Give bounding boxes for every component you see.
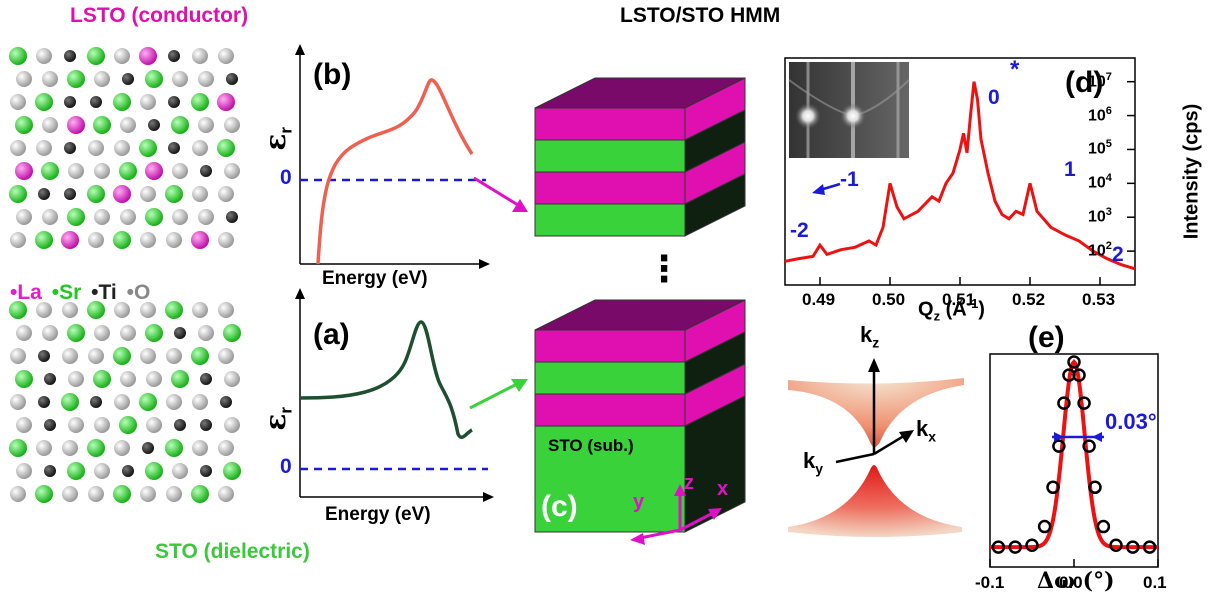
- rocking-data-point: [1096, 519, 1111, 534]
- panel-d-xlabel: Qz (Å-1): [918, 296, 985, 324]
- rocking-data-point: [1008, 540, 1022, 554]
- d-xtick-label: 0.52: [1012, 290, 1046, 309]
- rocking-data-point: [1072, 368, 1086, 382]
- upper-sheet: [788, 378, 964, 447]
- arrow-a-to-stack: [469, 379, 528, 410]
- hmm-stack-top: [534, 77, 746, 237]
- rocking-data-point: [1067, 355, 1081, 369]
- xyz-axes: [630, 484, 722, 545]
- rocking-data-point: [1088, 480, 1102, 495]
- panel-a-ylabel: εr: [259, 406, 296, 431]
- d-ytick-label: 102: [1088, 240, 1112, 260]
- e-xtick-label: -0.1: [975, 573, 1005, 592]
- panel-c-label: (c): [541, 490, 578, 523]
- peak-label-2: 2: [1112, 243, 1124, 266]
- sr-legend-dot: •: [51, 281, 60, 304]
- d-ytick-label: 107: [1088, 70, 1112, 90]
- panel-b-curve: [316, 78, 474, 265]
- panel-e-frame: [989, 353, 1159, 568]
- fwhm-label: 0.03°: [1105, 409, 1157, 434]
- peak-label-1: 1: [1064, 158, 1076, 181]
- sto-crystal-structure: [9, 301, 241, 503]
- panel-a-curve: [299, 320, 473, 439]
- panel-a-label: (a): [313, 318, 350, 351]
- iso-frequency-surface: [788, 358, 964, 537]
- panel-a-xlabel: Energy (eV): [325, 504, 431, 525]
- peak-label-star: *: [1010, 56, 1020, 83]
- substrate-label: STO (sub.): [548, 436, 634, 455]
- rocking-data-point: [1077, 396, 1091, 410]
- d-ytick-label: 103: [1088, 206, 1112, 226]
- sr-legend-label: Sr: [59, 281, 82, 304]
- lower-sheet: [788, 465, 962, 537]
- lsto-crystal-structure: [9, 47, 240, 249]
- rocking-data-point: [1082, 439, 1096, 453]
- hmm-stack-bottom: [534, 299, 746, 533]
- rocking-data-point: [1046, 480, 1060, 495]
- panel-a-plot: [295, 288, 494, 502]
- panel-b-zero: 0: [280, 166, 292, 189]
- axis-x-label: x: [717, 478, 729, 500]
- panel-e-xlabel: Δω (°): [1037, 568, 1115, 594]
- kx-label: kx: [916, 416, 937, 445]
- panel-b-ylabel: εr: [259, 126, 296, 151]
- panel-e-plot: [989, 353, 1159, 568]
- panel-e-label: (e): [1028, 321, 1065, 354]
- ti-legend-label: Ti: [98, 281, 117, 304]
- d-ytick-label: 104: [1088, 172, 1112, 192]
- d-ytick-label: 106: [1088, 104, 1112, 124]
- ky-axis: [835, 452, 875, 464]
- peak-label-minus1: -1: [840, 168, 859, 191]
- d-xtick-label: 0.53: [1082, 290, 1116, 309]
- rocking-data-point: [1052, 439, 1066, 453]
- panel-a-zero: 0: [280, 455, 292, 478]
- rocking-data-point: [1142, 540, 1157, 554]
- panel-b-label: (b): [313, 58, 352, 91]
- o-legend-label: O: [133, 281, 151, 304]
- arrow-b-to-stack: [473, 176, 528, 212]
- ky-label: ky: [803, 448, 824, 477]
- rocking-data-point: [1037, 519, 1052, 534]
- axis-z-label: z: [684, 472, 694, 494]
- panel-d-label: (d): [1065, 66, 1104, 99]
- rocking-data-point: [991, 540, 1006, 554]
- peak-label-minus2: -2: [790, 219, 809, 242]
- la-legend-label: La: [17, 281, 42, 304]
- kz-label: kz: [860, 322, 880, 351]
- stack-ellipsis: ⋮: [646, 248, 682, 289]
- rocking-data-point: [1057, 396, 1071, 410]
- d-ytick-label: 105: [1088, 138, 1112, 158]
- d-xtick-label: 0.50: [872, 290, 906, 309]
- e-xtick-label: 0.1: [1143, 573, 1167, 592]
- sto-heading: STO (dielectric): [155, 540, 310, 563]
- o-legend-dot: •: [126, 281, 134, 304]
- ti-legend-dot: •: [91, 281, 99, 304]
- rocking-data-point: [1025, 538, 1039, 553]
- element-legend: •La •Sr •Ti •O: [10, 281, 150, 305]
- lsto-heading: LSTO (conductor): [70, 4, 249, 27]
- axis-y-label: y: [633, 491, 645, 513]
- rocking-fit-curve: [990, 358, 1158, 550]
- panel-b-plot: [295, 44, 490, 269]
- rocking-data-point: [1126, 540, 1140, 554]
- hmm-heading: LSTO/STO HMM: [620, 4, 781, 27]
- panel-b-xlabel: Energy (eV): [322, 268, 428, 289]
- e-xtick-label: 0.0: [1059, 573, 1083, 592]
- xrd-curve: [784, 81, 1136, 271]
- la-legend-dot: •: [10, 281, 18, 304]
- d-xtick-label: 0.49: [802, 290, 836, 309]
- kx-axis: [873, 432, 908, 456]
- panel-d-plot: [784, 57, 1136, 286]
- d-xtick-label: 0.51: [942, 290, 976, 309]
- rocking-data-point: [1109, 538, 1123, 553]
- panel-d-ylabel: Intensity (cps): [1180, 103, 1203, 240]
- rsm-inset: [788, 62, 910, 158]
- peak-label-0: 0: [988, 86, 1000, 109]
